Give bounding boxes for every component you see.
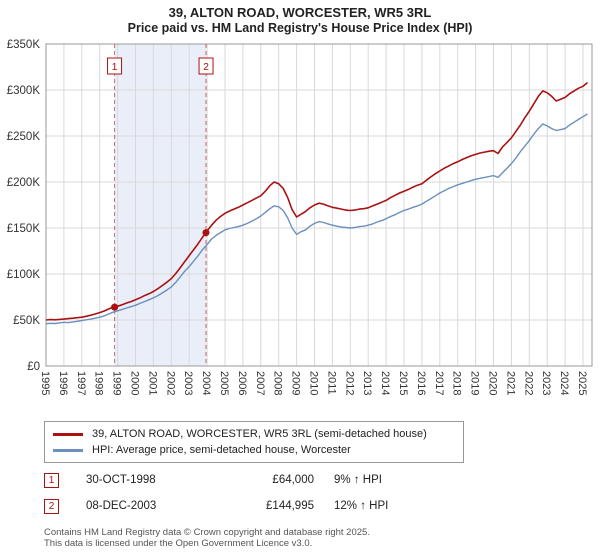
sale-number-badge: 1: [44, 473, 59, 488]
x-tick-label: 2008: [271, 371, 284, 396]
property-line-sample: [53, 432, 83, 436]
hpi-line: [45, 113, 588, 325]
x-tick-label: 2022: [522, 371, 535, 396]
x-tick-label: 1997: [74, 371, 87, 396]
y-tick-label: £300K: [7, 85, 41, 97]
sale-marker-box: [107, 57, 123, 75]
x-tick-label: 2007: [253, 371, 266, 396]
x-tick-label: 2018: [450, 371, 463, 396]
legend-hpi-label: HPI: Average price, semi-detached house,…: [92, 444, 351, 456]
footer-copyright: Contains HM Land Registry data © Crown c…: [44, 527, 370, 549]
y-tick-label: £250K: [7, 131, 41, 143]
x-tick-label: 2014: [379, 371, 392, 396]
sale-point-marker: [202, 229, 210, 237]
y-tick-label: £0: [27, 361, 40, 370]
x-tick-label: 1996: [56, 371, 69, 396]
x-tick-label: 2003: [182, 371, 195, 396]
x-tick-label: 2023: [540, 371, 553, 396]
sale-marker-label: 2: [203, 61, 209, 73]
x-tick-label: 1999: [110, 371, 123, 396]
x-tick-label: 2002: [164, 371, 177, 396]
y-tick-label: £50K: [13, 315, 40, 327]
x-tick-label: 1995: [39, 371, 51, 396]
x-tick-label: 1998: [92, 371, 105, 396]
sale-date: 08-DEC-2003: [86, 500, 157, 512]
sales-table: 1 30-OCT-1998 £64,000 9% ↑ HPI 2 08-DEC-…: [44, 471, 584, 523]
y-tick-label: £350K: [7, 39, 41, 51]
x-tick-label: 2006: [235, 371, 248, 396]
price-chart-svg: 1 2 £0 £50K £100K £150K £200K £250K £300K £350K: [7, 39, 593, 370]
x-tick-label: 2016: [414, 371, 427, 396]
chart-legend: 39, ALTON ROAD, WORCESTER, WR5 3RL (semi…: [44, 421, 464, 463]
sale-hpi-change: 12% ↑ HPI: [334, 500, 389, 512]
x-tick-label: 2000: [128, 371, 141, 396]
x-tick-label: 2019: [468, 371, 481, 396]
sale-number-badge: 2: [44, 499, 59, 514]
x-tick-label: 2012: [343, 371, 356, 396]
x-tick-label: 2013: [361, 371, 374, 396]
x-tick-label: 2020: [486, 371, 499, 396]
legend-property-label: 39, ALTON ROAD, WORCESTER, WR5 3RL (semi…: [92, 428, 427, 440]
sale-hpi-change: 9% ↑ HPI: [334, 474, 382, 486]
table-row: 1 30-OCT-1998 £64,000 9% ↑ HPI: [44, 471, 584, 497]
hpi-line-sample: [53, 448, 83, 452]
y-tick-label: £150K: [7, 223, 41, 235]
sale-marker-label: 1: [112, 61, 118, 73]
x-tick-label: 2010: [307, 371, 320, 396]
y-tick-label: £100K: [7, 269, 41, 281]
property-line: [45, 81, 589, 321]
page-title: 39, ALTON ROAD, WORCESTER, WR5 3RL: [168, 5, 432, 20]
legend-row-property: 39, ALTON ROAD, WORCESTER, WR5 3RL (semi…: [53, 426, 455, 442]
x-tick-label: 2005: [218, 371, 230, 396]
x-tick-label: 2001: [146, 371, 159, 396]
page-subtitle: Price paid vs. HM Land Registry's House …: [127, 21, 473, 35]
x-tick-label: 2017: [432, 371, 445, 396]
sale-price: £144,995: [266, 500, 314, 512]
sale-point-marker: [111, 303, 119, 311]
footer-copyright-line2: This data is licensed under the Open Gov…: [44, 538, 313, 549]
x-tick-label: 2004: [200, 371, 213, 396]
x-tick-label: 2009: [289, 371, 302, 396]
sale-price: £64,000: [272, 474, 314, 486]
legend-row-hpi: HPI: Average price, semi-detached house,…: [53, 442, 455, 458]
sale-date: 30-OCT-1998: [86, 474, 156, 486]
table-row: 2 08-DEC-2003 £144,995 12% ↑ HPI: [44, 497, 584, 523]
sale-marker-box: [198, 57, 214, 75]
x-tick-label: 2024: [558, 371, 571, 396]
x-tick-label: 2015: [397, 371, 409, 396]
x-axis-labels: 1995 1996 1997 1998 1999 2000 2001 2002 2003 2004…: [0, 368, 600, 416]
x-tick-label: 2021: [504, 371, 517, 396]
x-tick-label: 2011: [325, 371, 338, 395]
footer-copyright-line1: Contains HM Land Registry data © Crown c…: [44, 527, 370, 538]
x-tick-label: 2025: [576, 371, 588, 396]
y-tick-label: £200K: [7, 177, 41, 189]
